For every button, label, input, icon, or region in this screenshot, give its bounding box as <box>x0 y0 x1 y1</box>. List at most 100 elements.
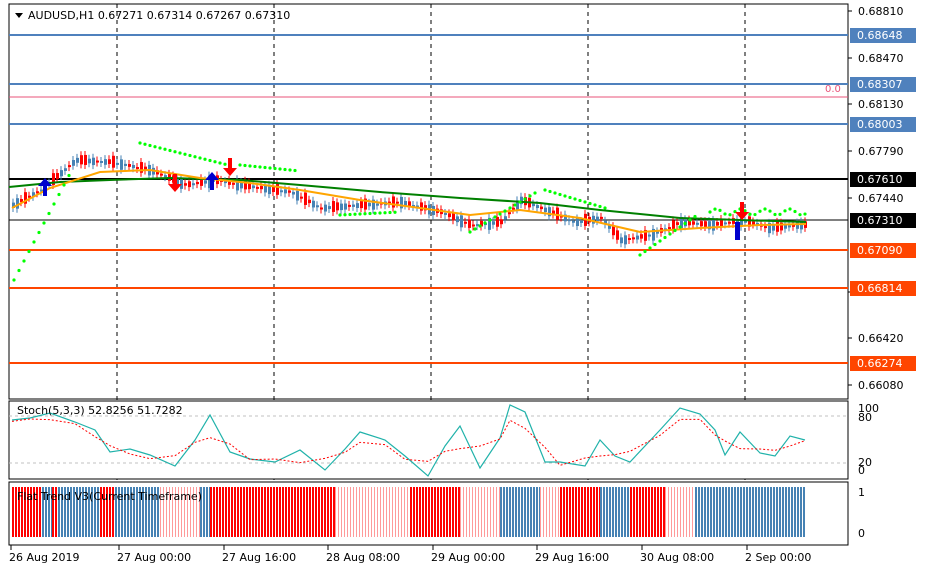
flat-trend-bar <box>755 487 757 537</box>
candle-body <box>444 212 447 215</box>
flat-trend-bar <box>18 487 20 537</box>
candle-body <box>264 185 267 193</box>
flat-trend-bar <box>362 487 363 537</box>
psar-dot <box>748 212 752 216</box>
candle-body <box>124 163 127 166</box>
flat-trend-bar <box>178 487 179 537</box>
candle-body <box>372 199 375 210</box>
candle-body <box>692 221 695 225</box>
flat-trend-bar <box>30 487 32 537</box>
candle-body <box>284 189 287 194</box>
flat-trend-bar <box>469 487 470 537</box>
candle-body <box>500 219 503 225</box>
flat-trend-bar <box>338 487 339 537</box>
flat-trend-bar <box>695 487 697 537</box>
candle-body <box>516 200 519 210</box>
level-badge-label: 0.67610 <box>857 173 903 186</box>
psar-dot <box>138 141 142 145</box>
flat-trend-bar <box>686 487 687 537</box>
candle-body <box>656 231 659 234</box>
candle-body <box>164 175 167 178</box>
flat-trend-bar <box>321 487 323 537</box>
stoch-signal-line <box>11 418 806 466</box>
candle-body <box>672 220 675 230</box>
candle-body <box>456 216 459 223</box>
candle-body <box>700 221 703 227</box>
flat-trend-bar <box>776 487 778 537</box>
candle-body <box>204 180 207 184</box>
flat-trend-bar <box>228 487 230 537</box>
candle-body <box>36 191 39 194</box>
horizontal-levels[interactable] <box>9 34 848 364</box>
psar-dot <box>37 230 41 235</box>
psar-dot <box>153 145 157 149</box>
candle-body <box>540 206 543 210</box>
flat-trend-bar <box>210 487 212 537</box>
candle-body <box>724 222 727 225</box>
psar-dot <box>193 155 197 159</box>
psar-dot <box>363 212 367 216</box>
flat-trend-bar <box>584 487 586 537</box>
flat-trend-bar <box>112 487 114 537</box>
flat-trend-bar <box>645 487 647 537</box>
candle-body <box>472 224 475 227</box>
flat-trend-bar <box>770 487 772 537</box>
candle-body <box>96 160 99 163</box>
candle-body <box>308 199 311 204</box>
psar-dot <box>368 211 372 216</box>
flat-trend-bar <box>169 487 170 537</box>
psar-dot <box>57 192 61 197</box>
candle-body <box>16 198 19 209</box>
flat-trend-bar <box>440 487 442 537</box>
candle-body <box>292 191 295 195</box>
candle-body <box>180 178 183 189</box>
psar-dot <box>728 213 732 217</box>
psar-dot <box>488 218 492 222</box>
psar-dot <box>773 212 777 217</box>
flat-trend-bar <box>142 487 144 537</box>
candle-body <box>52 173 55 185</box>
psar-dot <box>47 211 51 216</box>
price-tick-label: 0.66420 <box>858 332 904 345</box>
flat-trend-bar <box>261 487 263 537</box>
candle-body <box>616 230 619 240</box>
flat-trend-bar <box>139 487 141 537</box>
stochastic-pane[interactable] <box>8 400 849 480</box>
level-badge-label: 0.68648 <box>857 29 903 42</box>
flat-trend-bar <box>499 487 500 537</box>
symbol-dropdown-icon[interactable] <box>15 13 23 18</box>
candle-body <box>20 199 23 203</box>
flat-trend-bar <box>15 487 17 537</box>
candle-body <box>680 216 683 229</box>
candle-body <box>248 182 251 190</box>
flat-trend-bar <box>294 487 296 537</box>
flat-trend-bar <box>395 487 396 537</box>
flat-trend-bar <box>674 487 675 537</box>
psar-dot <box>27 249 31 254</box>
candle-body <box>304 192 307 205</box>
psar-dot <box>273 166 277 171</box>
sell-arrow-icon <box>735 202 749 220</box>
flat-trend-bar <box>94 487 96 537</box>
psar-dot <box>793 209 797 214</box>
flat-trend-bar <box>341 487 342 537</box>
candle-body <box>632 237 635 240</box>
level-badge <box>850 281 916 296</box>
candle-body <box>612 226 615 236</box>
level-badge-label: 0.67310 <box>857 214 903 227</box>
candle-body <box>160 173 163 176</box>
psar-dot <box>588 201 592 206</box>
flat-trend-bar <box>115 487 117 537</box>
flat-trend-bar <box>677 487 678 537</box>
flat-trend-bar <box>496 487 497 537</box>
psar-dot <box>353 212 357 216</box>
psar-dot <box>708 210 712 214</box>
psar-dot <box>348 212 352 217</box>
candle-body <box>80 155 83 165</box>
flat-trend-bar <box>12 487 14 537</box>
psar-dot <box>288 168 292 172</box>
candle-body <box>244 180 247 190</box>
flat-trend-bar <box>642 487 644 537</box>
candle-body <box>648 234 651 237</box>
